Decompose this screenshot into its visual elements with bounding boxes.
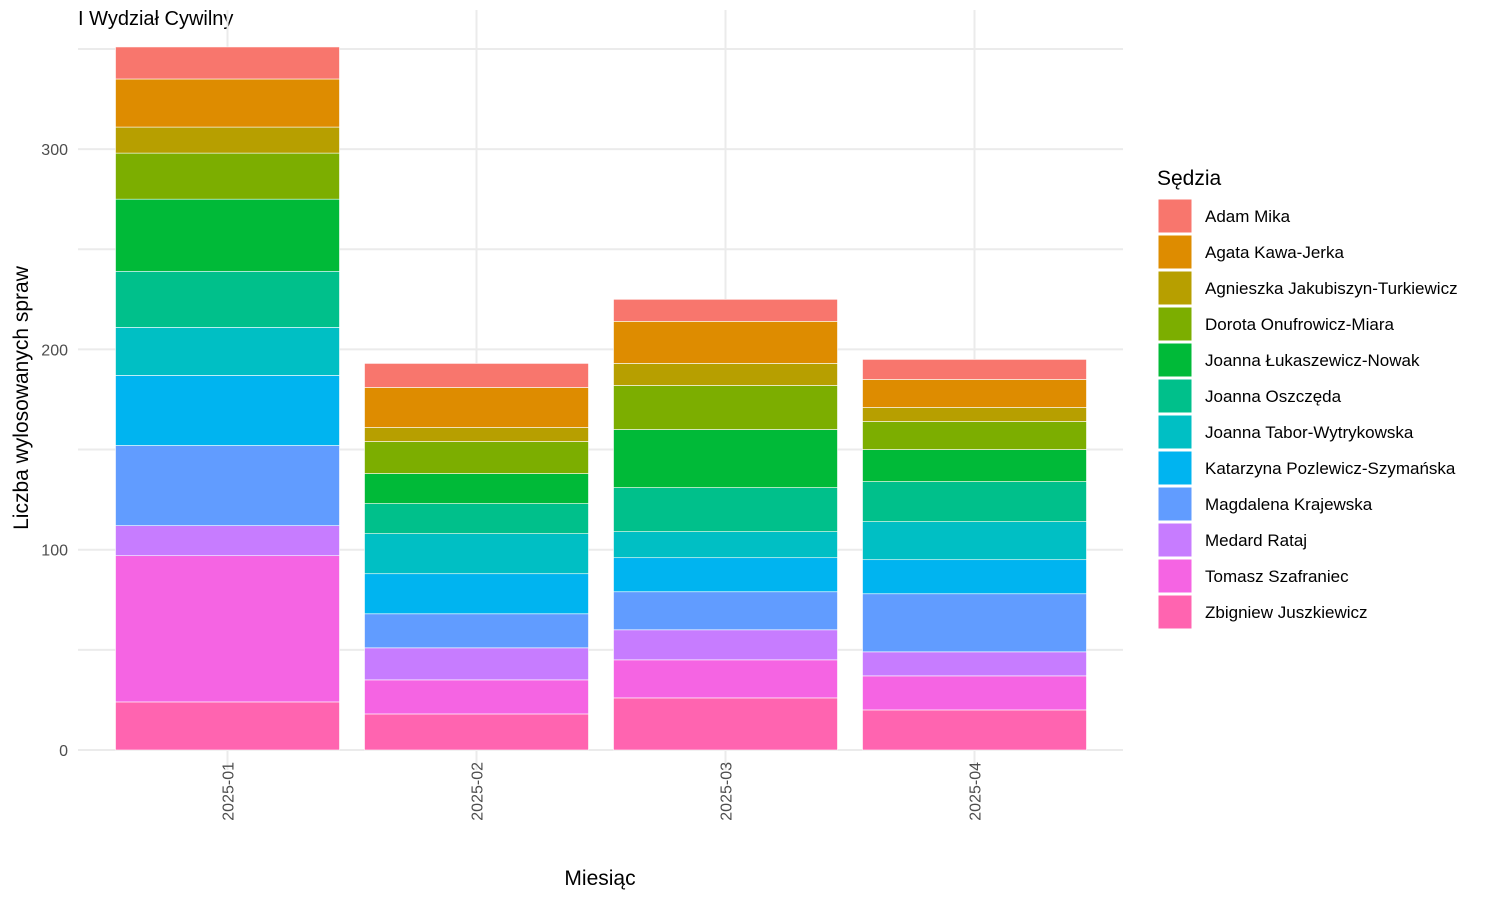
- legend-label: Magdalena Krajewska: [1205, 495, 1373, 514]
- legend-label: Agnieszka Jakubiszyn-Turkiewicz: [1205, 279, 1458, 298]
- bar-segment: [613, 321, 838, 364]
- bar-segment: [115, 126, 340, 154]
- y-axis-ticks: 0 100 200 300: [41, 142, 68, 760]
- bar-segment: [862, 421, 1087, 450]
- x-tick-label: 2025-02: [470, 762, 487, 821]
- legend-swatch: [1157, 522, 1193, 558]
- bar-segment: [862, 709, 1087, 751]
- bar-segment: [115, 198, 340, 272]
- bar-segment: [364, 533, 589, 575]
- bar-segment: [862, 651, 1087, 677]
- bar-segment: [115, 327, 340, 376]
- x-tick-label: 2025-03: [719, 762, 736, 821]
- y-axis-title: Liczba wylosowanych spraw: [10, 265, 33, 530]
- bar-segment: [862, 593, 1087, 653]
- bar-segment: [862, 407, 1087, 422]
- bar-segment: [364, 573, 589, 615]
- y-tick-label: 100: [41, 543, 68, 560]
- legend-swatch: [1157, 342, 1193, 378]
- legend-swatch: [1157, 450, 1193, 486]
- legend-label: Joanna Łukaszewicz-Nowak: [1205, 351, 1420, 370]
- legend-swatch: [1157, 198, 1193, 234]
- bar-segment: [364, 387, 589, 428]
- bar-segment: [613, 557, 838, 593]
- bars-layer: [115, 46, 1087, 751]
- bar-segment: [115, 445, 340, 526]
- x-tick-label: 2025-04: [968, 762, 985, 821]
- bar-segment: [115, 152, 340, 200]
- bar-segment: [613, 429, 838, 488]
- bar-segment: [115, 555, 340, 703]
- legend-title: Sędzia: [1157, 167, 1222, 190]
- y-tick-label: 300: [41, 142, 68, 159]
- legend-label: Dorota Onufrowicz-Miara: [1205, 315, 1394, 334]
- legend-label: Joanna Tabor-Wytrykowska: [1205, 423, 1414, 442]
- bar-segment: [115, 270, 340, 328]
- legend-items: Adam Mika Agata Kawa-Jerka Agnieszka Jakub…: [1157, 198, 1458, 630]
- y-tick-label: 200: [41, 342, 68, 359]
- bar-segment: [613, 487, 838, 532]
- bar-segment: [115, 78, 340, 128]
- bar-segment: [862, 449, 1087, 482]
- bar-segment: [364, 427, 589, 442]
- bar-segment: [613, 629, 838, 661]
- legend-swatch: [1157, 486, 1193, 522]
- legend-label: Agata Kawa-Jerka: [1205, 243, 1344, 262]
- legend-label: Joanna Oszczęda: [1205, 387, 1342, 406]
- chart-title: I Wydział Cywilny: [78, 8, 234, 30]
- bar-segment: [364, 613, 589, 649]
- y-tick-label: 0: [59, 743, 68, 760]
- bar-segment: [364, 473, 589, 504]
- bar-segment: [613, 363, 838, 386]
- bar-segment: [862, 675, 1087, 711]
- bar-segment: [364, 647, 589, 681]
- bar-segment: [613, 659, 838, 699]
- x-axis-title: Miesiąc: [564, 867, 635, 890]
- bar-segment: [364, 679, 589, 715]
- bar-segment: [613, 385, 838, 430]
- legend-swatch: [1157, 306, 1193, 342]
- bar-segment: [862, 379, 1087, 408]
- legend-swatch: [1157, 594, 1193, 630]
- bar-segment: [115, 375, 340, 446]
- legend-label: Katarzyna Pozlewicz-Szymańska: [1205, 459, 1456, 478]
- legend-label: Adam Mika: [1205, 207, 1291, 226]
- bar-segment: [862, 481, 1087, 522]
- bar-segment: [613, 697, 838, 751]
- legend: Sędzia Adam Mika Agata Kawa-Jerka Agnieszk…: [1157, 167, 1458, 630]
- bar-segment: [613, 299, 838, 322]
- bar-segment: [613, 591, 838, 631]
- legend-label: Tomasz Szafraniec: [1205, 567, 1349, 586]
- bar-segment: [862, 359, 1087, 380]
- legend-swatch: [1157, 378, 1193, 414]
- bar-segment: [862, 521, 1087, 561]
- bar-segment: [364, 713, 589, 751]
- bar-segment: [613, 531, 838, 559]
- bar-segment: [115, 46, 340, 80]
- bar-segment: [115, 525, 340, 557]
- x-tick-label: 2025-01: [221, 762, 238, 821]
- legend-label: Zbigniew Juszkiewicz: [1205, 603, 1368, 622]
- legend-swatch: [1157, 270, 1193, 306]
- bar-segment: [364, 503, 589, 534]
- legend-swatch: [1157, 558, 1193, 594]
- legend-swatch: [1157, 234, 1193, 270]
- bar-segment: [862, 559, 1087, 595]
- legend-label: Medard Rataj: [1205, 531, 1307, 550]
- legend-swatch: [1157, 414, 1193, 450]
- bar-segment: [364, 363, 589, 388]
- bar-segment: [364, 441, 589, 474]
- bar-segment: [115, 701, 340, 751]
- x-axis-ticks: 2025-01 2025-02 2025-03 2025-04: [221, 762, 985, 821]
